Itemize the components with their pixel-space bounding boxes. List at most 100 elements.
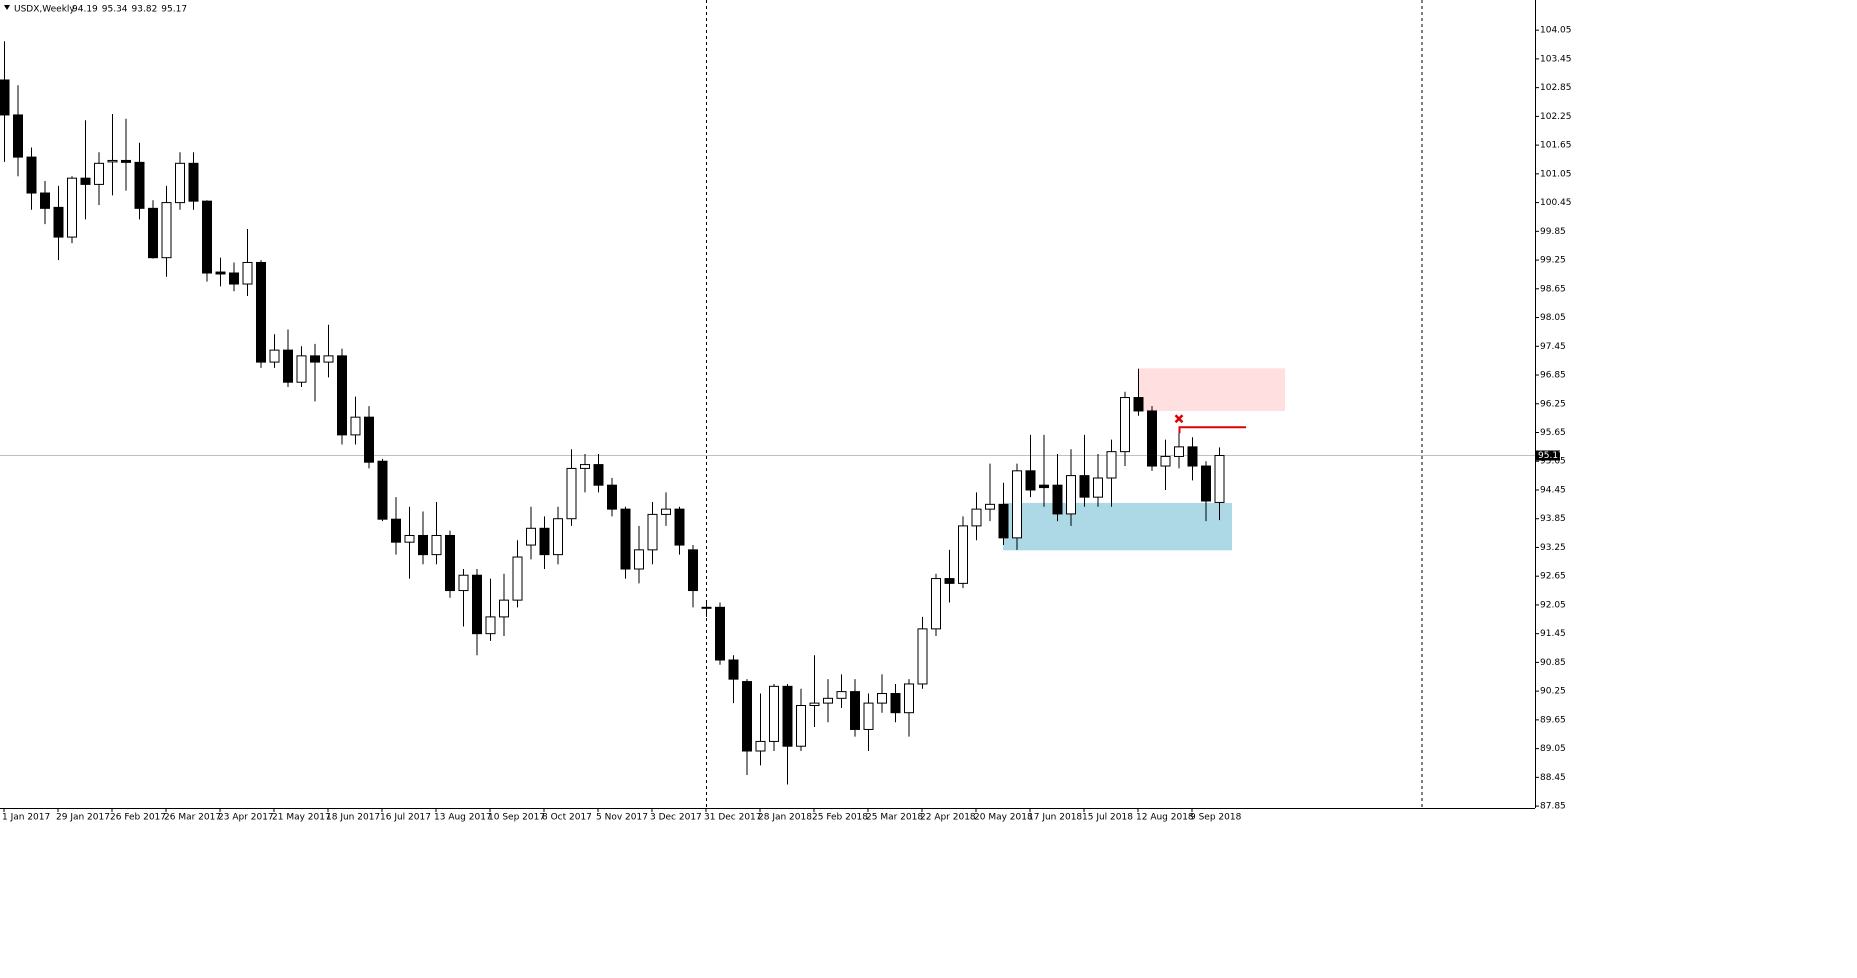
candle-body [0,79,10,116]
x-tick-label: 9 Sep 2018 [1190,813,1242,823]
header-value: 93.82 [132,5,158,15]
x-tick-label: 26 Mar 2017 [164,813,221,823]
candle-body [1133,397,1144,412]
level-line [1178,426,1246,434]
y-tick-label: 102.85 [1540,83,1572,93]
candle-body [148,207,158,259]
y-tick-label: 104.05 [1540,26,1572,36]
x-tick-label: 28 Jan 2018 [758,813,812,823]
y-tick-label: 96.85 [1540,371,1566,381]
candle-body [283,349,293,383]
candle-body [1174,446,1184,457]
candle-body [229,272,239,285]
candle-body [958,525,968,584]
x-tick-label: 15 Jul 2018 [1082,813,1133,823]
header-value: 95.17 [161,5,187,15]
y-tick-label: 103.45 [1540,54,1572,64]
candle-body [26,156,37,194]
candle-body [404,534,415,543]
candle-body [1052,484,1063,515]
candle-body [485,616,496,635]
y-tick-label: 101.65 [1540,141,1572,151]
candle-body [647,513,658,551]
candle-body [188,162,199,202]
candle-body [1079,475,1090,498]
candle-body [1012,470,1022,539]
candle-body [607,484,617,510]
candle-body [215,271,226,275]
y-tick-label: 93.85 [1540,514,1566,524]
candle-body [728,659,739,680]
candle-body [242,261,253,285]
candle-body [134,161,145,209]
candle-body [67,177,77,238]
y-tick-label: 92.65 [1540,572,1566,582]
candle-body [337,355,347,436]
candle-body [1201,465,1211,502]
x-tick-label: 25 Mar 2018 [866,813,923,823]
candle-body [256,261,266,363]
header-value: 95.34 [102,5,128,15]
candle-body [850,691,860,730]
y-tick-label: 97.45 [1540,342,1566,352]
candle-body [823,697,833,704]
candle-body [580,464,590,469]
x-tick-label: 5 Nov 2017 [596,813,648,823]
x-tick-label: 29 Jan 2017 [56,813,110,823]
candle-body [620,508,631,570]
x-tick-label: 8 Oct 2017 [542,813,592,823]
candle-body [269,349,280,363]
menu-arrow [4,5,10,10]
candle-body [904,683,914,714]
candle-body [539,527,550,556]
x-tick-label: 1 Jan 2017 [2,813,50,823]
candle-body [323,355,334,363]
chart-title: USDX,Weekly [14,5,75,15]
y-tick-label: 88.45 [1540,773,1566,783]
candle-body [364,416,374,463]
candle-body [796,705,806,747]
x-tick-label: 16 Jul 2017 [380,813,431,823]
candle-body [1106,451,1117,479]
x-tick-label: 25 Feb 2018 [812,813,868,823]
zone [1138,368,1285,411]
y-tick-label: 96.25 [1540,399,1566,409]
y-tick-label: 100.45 [1540,198,1572,208]
x-tick-label: 3 Dec 2017 [650,813,702,823]
x-tick-label: 13 Aug 2017 [434,813,492,823]
candle-body [890,693,901,714]
candle-body [175,162,185,204]
y-tick-label: 95.05 [1540,457,1566,467]
y-tick-label: 90.25 [1540,687,1566,697]
x-tick-label: 12 Aug 2018 [1136,813,1194,823]
candle-body [755,740,766,752]
candle-body [782,685,793,747]
candle-body [121,159,131,163]
y-tick-label: 93.25 [1540,543,1566,553]
candle-body [566,467,577,520]
candle-body [445,534,455,592]
candle-body [499,599,509,618]
x-tick-label: 10 Sep 2017 [488,813,545,823]
x-tick-label: 22 Apr 2018 [920,813,976,823]
candle-body [472,574,482,635]
candle-body [1160,455,1171,467]
last-price-label: 95.17 [1538,451,1564,461]
last-price-box [1536,450,1560,461]
x-tick-label: 23 Apr 2017 [218,813,274,823]
candle-body [53,206,64,238]
x-tick-label: 21 May 2017 [272,813,331,823]
candle-body [458,574,469,592]
x-tick-label: 31 Dec 2017 [704,813,762,823]
candle-body [202,200,212,274]
candle-body [661,508,671,515]
candle-body [161,202,172,259]
candle-body [944,578,955,584]
y-tick-label: 98.05 [1540,313,1566,323]
y-tick-label: 89.65 [1540,715,1566,725]
x-tick-label: 17 Jun 2018 [1028,813,1082,823]
y-tick-label: 98.65 [1540,284,1566,294]
candle-body [1187,446,1198,467]
